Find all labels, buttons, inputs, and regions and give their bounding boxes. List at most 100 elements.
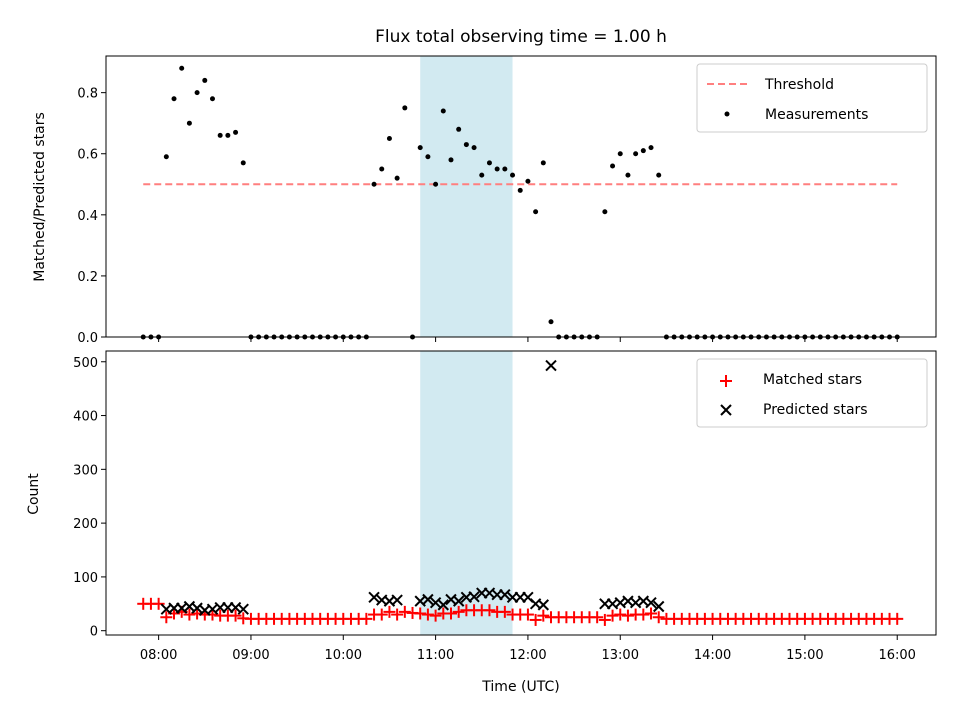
measurement-point <box>433 181 439 187</box>
measurement-point <box>171 96 177 102</box>
threshold-legend-label: Threshold <box>764 77 834 93</box>
predicted-star-marker <box>368 591 380 604</box>
predicted-star-b <box>499 588 511 601</box>
matched-star-marker <box>652 611 665 624</box>
predicted-star-b <box>237 603 249 615</box>
predicted-star-b <box>422 593 434 606</box>
predicted-star-b <box>522 591 534 604</box>
measurement-point <box>194 90 200 96</box>
predicted-star-b <box>437 599 450 611</box>
measurement-point <box>202 77 208 83</box>
matched-star-marker <box>375 608 388 621</box>
measurement-point <box>448 157 454 163</box>
predicted-star-marker <box>545 359 557 372</box>
matched-star-marker <box>429 609 442 622</box>
measurement-point <box>463 142 469 148</box>
matched-star-marker <box>383 605 396 618</box>
ratio-legend-box <box>696 63 928 133</box>
count-x-tick-label: 08:00 <box>140 648 177 663</box>
count-y-tick-label: 0 <box>90 625 98 640</box>
measurement-point <box>440 108 446 114</box>
measurements-legend-swatch <box>724 111 730 117</box>
matched-star-marker <box>614 608 627 621</box>
ratio-x-ticks <box>158 337 898 342</box>
count-x-tick-label: 11:00 <box>417 648 454 663</box>
predicted-star-b <box>206 603 219 615</box>
measurement-point <box>240 160 246 166</box>
predicted-star-marker <box>391 594 403 606</box>
matched-star-marker <box>183 608 196 621</box>
measurement-point <box>656 172 662 178</box>
predicted-star-b <box>645 597 657 609</box>
count-x-tick-label: 12:00 <box>509 648 546 663</box>
measurement-point <box>525 178 531 184</box>
measurement-point <box>533 209 539 215</box>
matched-star-marker <box>521 608 534 621</box>
predicted-star-b <box>606 598 619 610</box>
matched-star-marker <box>160 611 173 624</box>
predicted-star-b <box>160 603 173 615</box>
count-y-tick-label: 500 <box>73 356 98 371</box>
measurement-point <box>233 129 239 135</box>
matched-star-marker <box>598 613 611 626</box>
measurement-point <box>394 175 400 181</box>
predicted-legend-swatch <box>720 404 732 416</box>
measurement-point <box>633 151 639 157</box>
predicted-star-marker <box>437 599 450 611</box>
matched-star-marker <box>621 609 634 622</box>
count-y-tick-label: 300 <box>73 463 98 478</box>
ratio-y-tick-label: 0.8 <box>77 87 98 102</box>
measurement-point <box>610 163 616 169</box>
predicted-star-b <box>199 604 211 616</box>
matched-legend-swatch <box>720 375 732 387</box>
predicted-star-b <box>460 591 473 604</box>
matched-star-marker <box>529 613 542 626</box>
measurement-point <box>209 96 215 102</box>
predicted-star-b <box>414 595 426 607</box>
predicted-star-marker <box>422 593 434 606</box>
measurement-point <box>479 172 485 178</box>
matched-star-marker <box>498 605 511 618</box>
predicted-star-marker <box>499 588 511 601</box>
measurement-point <box>225 132 231 138</box>
ratio-legend: Threshold Measurements <box>696 63 928 133</box>
measurement-point <box>510 172 516 178</box>
matched-star-marker <box>444 607 457 620</box>
measurement-point <box>517 187 523 193</box>
ratio-y-axis: 0.0 0.2 0.4 0.6 0.8 <box>77 87 106 346</box>
chart-title: Flux total observing time = 1.00 h <box>375 27 667 47</box>
measurement-point <box>456 126 462 132</box>
ratio-y-tick-label: 0.4 <box>77 209 98 224</box>
measurement-point <box>402 105 408 111</box>
predicted-star-b <box>545 359 557 372</box>
measurement-point <box>371 181 377 187</box>
predicted-star-marker <box>237 603 249 615</box>
predicted-stars-group <box>160 359 665 616</box>
matched-star-marker <box>637 608 650 621</box>
x-axis-title: Time (UTC) <box>481 679 559 695</box>
measurement-point <box>379 166 385 172</box>
matched-star-marker <box>591 611 604 624</box>
matched-stars-group <box>137 597 904 626</box>
matched-star-marker <box>891 612 904 625</box>
count-x-tick-label: 14:00 <box>694 648 731 663</box>
count-legend-box <box>696 358 928 428</box>
predicted-star-b <box>653 600 665 613</box>
matched-star-marker <box>229 609 242 622</box>
count-x-tick-label: 09:00 <box>232 648 269 663</box>
ratio-y-tick-label: 0.0 <box>77 331 98 346</box>
count-x-axis: 08:00 09:00 10:00 11:00 12:00 13:00 14:00 15:00… <box>140 635 916 663</box>
predicted-star-b <box>368 591 380 604</box>
count-legend: Matched stars Predicted stars <box>696 358 928 428</box>
predicted-star-b <box>175 602 188 614</box>
ratio-y-tick-label: 0.6 <box>77 148 98 163</box>
count-y-tick-label: 200 <box>73 517 98 532</box>
predicted-star-marker <box>537 599 550 611</box>
matched-star-marker <box>452 605 465 618</box>
predicted-star-marker <box>452 595 465 607</box>
measurement-point <box>648 145 654 151</box>
predicted-star-b <box>629 597 642 609</box>
predicted-star-marker <box>645 597 657 609</box>
count-highlight-span <box>420 351 513 635</box>
